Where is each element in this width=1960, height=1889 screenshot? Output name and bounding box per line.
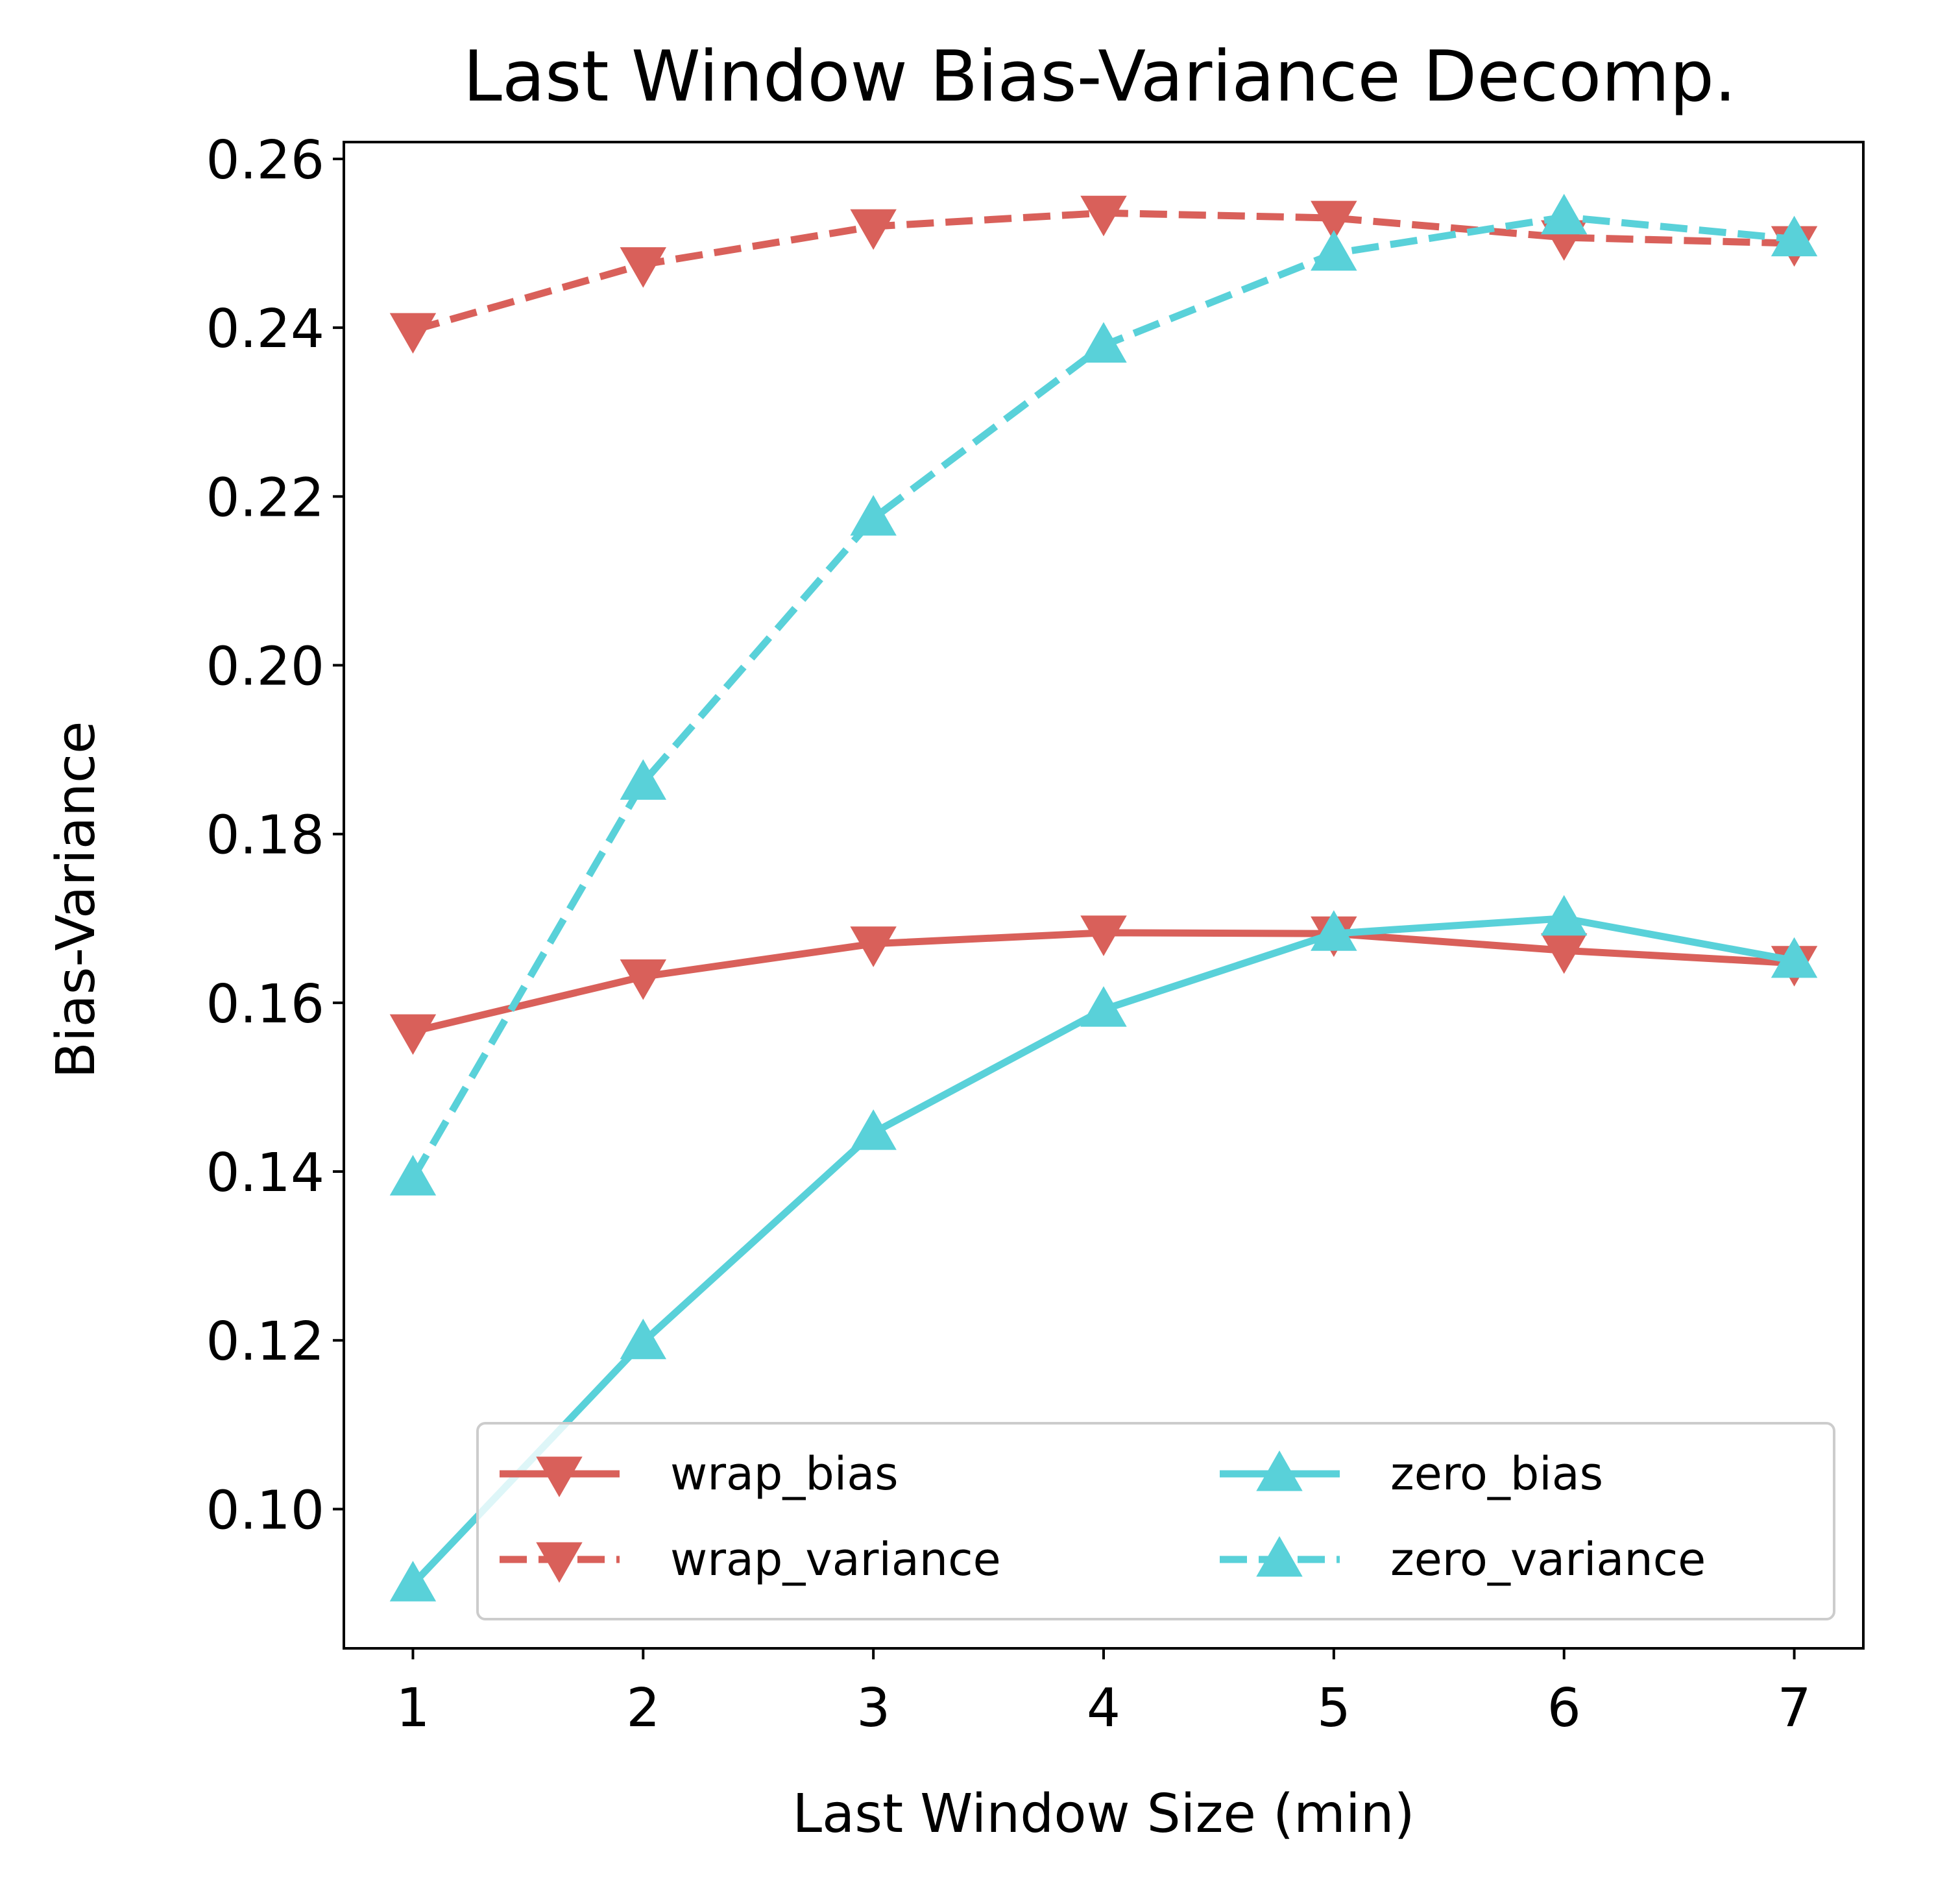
legend-label: zero_variance: [1390, 1533, 1706, 1586]
data-point: [1080, 322, 1127, 363]
y-tick-label: 0.20: [206, 636, 324, 698]
x-tick-label: 2: [626, 1678, 660, 1739]
data-point: [1080, 986, 1127, 1027]
y-tick-label: 0.12: [206, 1311, 324, 1373]
y-tick-label: 0.10: [206, 1480, 324, 1541]
x-tick-label: 3: [856, 1678, 890, 1739]
x-tick-label: 5: [1317, 1678, 1351, 1739]
x-ticks: 1 2 3 4 5 6 7: [396, 1648, 1811, 1739]
series-zero-bias: [389, 895, 1818, 1602]
series-zero-variance: [389, 193, 1818, 1196]
legend-marker: [536, 1542, 583, 1583]
y-axis-label: Bias-Variance: [45, 721, 107, 1078]
series-layer: [389, 193, 1818, 1602]
data-point: [389, 313, 437, 354]
legend-item: wrap_bias: [500, 1447, 899, 1500]
legend-item: zero_bias: [1220, 1447, 1603, 1500]
legend-box: [476, 1422, 1835, 1620]
x-tick-label: 4: [1087, 1678, 1120, 1739]
legend-marker: [1256, 1450, 1303, 1491]
y-tick-label: 0.14: [206, 1142, 324, 1204]
chart-title: Last Window Bias-Variance Decomp.: [463, 36, 1737, 117]
legend-items: wrap_bias wrap_variance zero_bias zero_vari…: [500, 1447, 1706, 1586]
legend-label: wrap_bias: [670, 1447, 899, 1500]
x-tick-label: 6: [1547, 1678, 1581, 1739]
legend-marker: [1256, 1535, 1303, 1577]
data-point: [389, 1155, 437, 1196]
legend-label: wrap_variance: [670, 1533, 1001, 1586]
y-ticks: 0.10 0.12 0.14 0.16 0.18 0.20 0.22 0.24 0.26: [206, 130, 344, 1541]
y-tick-label: 0.24: [206, 298, 324, 360]
legend-label: zero_bias: [1390, 1447, 1603, 1500]
data-point: [850, 1109, 897, 1150]
data-point: [1311, 200, 1357, 242]
legend: wrap_bias wrap_variance zero_bias zero_vari…: [476, 1422, 1835, 1620]
series-wrap-bias: [389, 915, 1818, 1055]
data-point: [1540, 193, 1588, 235]
data-point: [850, 209, 897, 250]
data-point: [620, 247, 667, 288]
data-point: [1311, 910, 1357, 951]
legend-item: wrap_variance: [500, 1533, 1001, 1586]
legend-marker: [536, 1456, 583, 1498]
data-point: [850, 926, 897, 967]
data-point: [1771, 937, 1818, 978]
data-point: [850, 495, 897, 536]
data-point: [620, 959, 667, 1000]
plot-area-frame: [343, 141, 1865, 1650]
data-point: [1080, 915, 1127, 956]
data-point: [620, 759, 667, 800]
data-point: [389, 1014, 437, 1055]
data-point: [1311, 230, 1357, 271]
data-point: [1771, 215, 1818, 257]
data-point: [389, 1561, 437, 1602]
x-tick-label: 1: [396, 1678, 430, 1739]
y-tick-label: 0.26: [206, 130, 324, 191]
data-point: [1540, 895, 1588, 936]
data-point: [620, 1318, 667, 1360]
legend-item: zero_variance: [1220, 1533, 1706, 1586]
y-tick-label: 0.16: [206, 974, 324, 1035]
x-axis-label: Last Window Size (min): [792, 1783, 1414, 1845]
y-tick-label: 0.22: [206, 467, 324, 529]
y-tick-label: 0.18: [206, 805, 324, 867]
x-tick-label: 7: [1777, 1678, 1811, 1739]
data-point: [1080, 195, 1127, 237]
